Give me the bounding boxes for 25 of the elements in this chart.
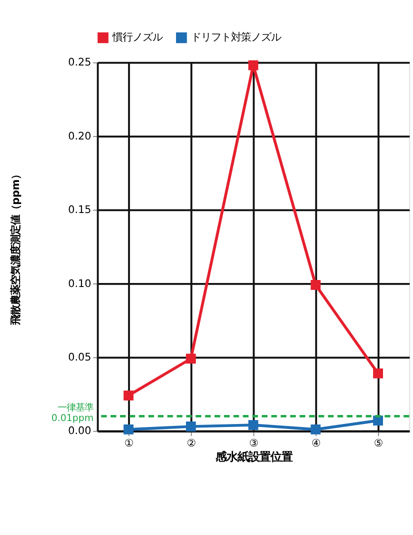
x-axis-title: 感水紙設置位置 — [214, 450, 292, 464]
y-tick-label: 0.15 — [68, 204, 92, 216]
y-tick-label: 0.25 — [68, 56, 92, 69]
point — [310, 424, 321, 434]
x-tick-label: ④ — [311, 438, 321, 450]
legend-label: ドリフト対策ノズル — [190, 32, 281, 44]
legend-label: 慣行ノズル — [111, 32, 162, 44]
y-tick-label: 0.20 — [68, 130, 92, 142]
y-axis-title: 飛散農薬空気濃度測定値（ppm） — [10, 169, 22, 326]
ref-line-label: 一律基準 0.01ppm — [51, 402, 94, 424]
point — [186, 422, 196, 432]
point — [248, 420, 258, 430]
point — [124, 390, 134, 400]
y-tick-label: 0.10 — [68, 278, 92, 290]
x-tick-label: ① — [124, 438, 134, 450]
y-tick-label: 0.05 — [68, 352, 92, 364]
x-tick-label: ③ — [249, 438, 258, 450]
y-tick-label: 0.00 — [68, 425, 92, 438]
x-tick-label: ⑤ — [374, 438, 384, 450]
x-tick-label: ② — [186, 438, 196, 450]
point — [248, 60, 258, 70]
point — [186, 354, 196, 364]
point — [124, 424, 134, 434]
point — [310, 280, 321, 290]
point — [373, 368, 383, 378]
